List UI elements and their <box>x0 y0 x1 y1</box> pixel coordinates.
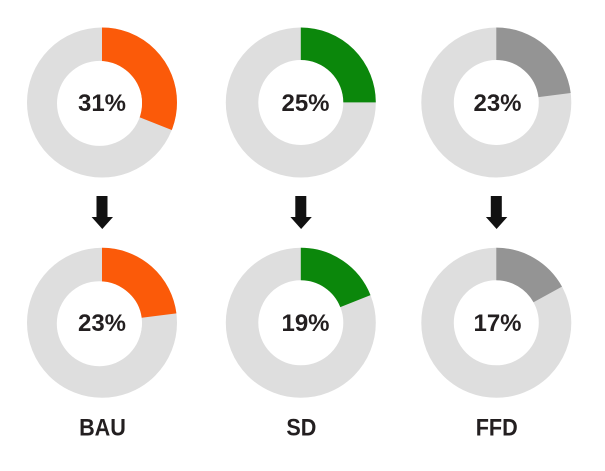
svg-text:FFD: FFD <box>476 414 518 441</box>
svg-text:19%: 19% <box>281 310 329 337</box>
svg-text:23%: 23% <box>78 310 126 337</box>
svg-text:31%: 31% <box>78 90 126 117</box>
svg-text:17%: 17% <box>473 310 521 337</box>
svg-text:BAU: BAU <box>79 414 126 441</box>
svg-text:25%: 25% <box>281 90 329 117</box>
svg-text:23%: 23% <box>473 90 521 117</box>
svg-text:SD: SD <box>286 414 316 441</box>
